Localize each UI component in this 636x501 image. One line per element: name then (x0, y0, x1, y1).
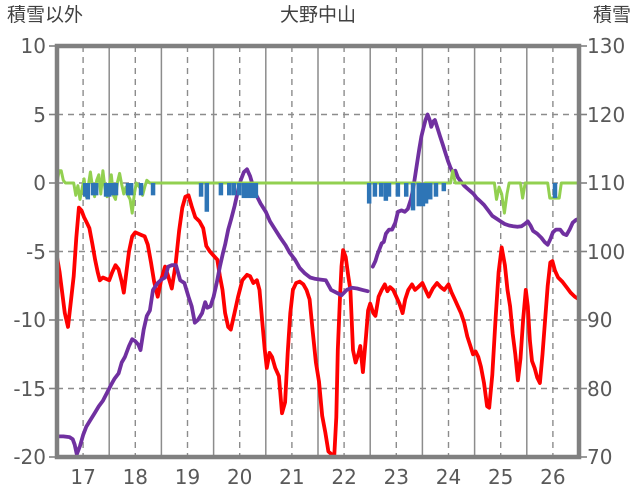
blue-bars-bar (128, 183, 134, 196)
blue-bars-bar (245, 183, 251, 199)
x-axis-tick-label: 21 (279, 465, 305, 489)
blue-bars-bar (552, 183, 558, 199)
left-axis-tick-label: -5 (26, 239, 46, 264)
blue-bars-bar (420, 183, 426, 207)
blue-bars-bar (253, 183, 259, 199)
blue-bars-bar (93, 183, 99, 196)
right-axis-tick-label: 130 (587, 34, 626, 58)
x-axis-tick-label: 24 (435, 465, 462, 489)
blue-bars-bar (82, 183, 88, 197)
blue-bars-bar (113, 183, 119, 196)
left-axis-tick-label: -20 (13, 445, 46, 469)
blue-bars-bar (103, 183, 109, 197)
blue-bars-bar (227, 183, 232, 196)
blue-bars-bar (231, 183, 237, 196)
blue-bars-bar (110, 183, 116, 196)
blue-bars-bar (218, 183, 224, 196)
x-axis-tick-label: 26 (540, 465, 566, 489)
x-axis-tick-label: 22 (331, 465, 357, 489)
red-line (55, 193, 581, 459)
right-axis-tick-label: 80 (587, 376, 613, 401)
blue-bars-bar (236, 183, 242, 196)
right-axis-tick-label: 120 (587, 102, 626, 127)
x-axis-tick-label: 18 (122, 465, 149, 489)
x-axis-tick-label: 25 (487, 465, 514, 489)
blue-bars-bar (433, 183, 439, 197)
left-axis-tick-label: 5 (33, 102, 46, 127)
blue-bars-bar (372, 183, 378, 197)
x-axis-tick-label: 23 (383, 465, 410, 489)
right-axis-tick-label: 70 (587, 445, 613, 469)
blue-bars-bar (386, 183, 392, 197)
blue-bars-bar (249, 183, 255, 199)
blue-bars-bar (90, 183, 96, 196)
right-axis-tick-label: 110 (587, 171, 626, 195)
left-axis-tick-label: 0 (33, 171, 46, 195)
blue-bars-bar (106, 183, 112, 197)
blue-bars-bar (403, 183, 409, 197)
blue-bars-bar (427, 183, 433, 200)
blue-bars-bar (138, 183, 144, 196)
left-axis-title: 積雪以外 (7, 4, 84, 26)
right-axis-title: 積雪 (592, 4, 631, 26)
blue-bars-bar (150, 183, 156, 196)
x-axis-tick-label: 19 (174, 465, 201, 489)
plot-border (54, 43, 582, 460)
blue-bars-bar (416, 183, 421, 207)
blue-bars-bar (378, 183, 384, 197)
left-axis-tick-label: -15 (13, 376, 46, 401)
blue-bars-bar (441, 183, 447, 192)
blue-bars-bar (241, 183, 247, 199)
snow-depth-line (370, 112, 581, 269)
blue-bars-bar (85, 183, 91, 200)
blue-bars-bar (198, 183, 204, 197)
blue-bars-bar (395, 183, 401, 197)
blue-bars-bar (366, 183, 372, 204)
x-axis-tick-label: 17 (70, 465, 96, 489)
blue-bars-bar (383, 183, 389, 201)
blue-bars-bar (204, 183, 210, 212)
x-axis-tick-label: 20 (226, 465, 253, 489)
blue-bars-bar (125, 183, 131, 196)
left-axis-tick-label: 10 (20, 34, 46, 58)
chart-title: 大野中山 (279, 4, 356, 26)
right-axis-tick-label: 90 (587, 308, 613, 332)
right-axis-tick-label: 100 (587, 239, 626, 264)
left-axis-tick-label: -10 (13, 308, 46, 332)
snow-depth-line (55, 167, 370, 457)
blue-bars-bar (410, 183, 416, 211)
blue-bars-bar (423, 183, 429, 204)
